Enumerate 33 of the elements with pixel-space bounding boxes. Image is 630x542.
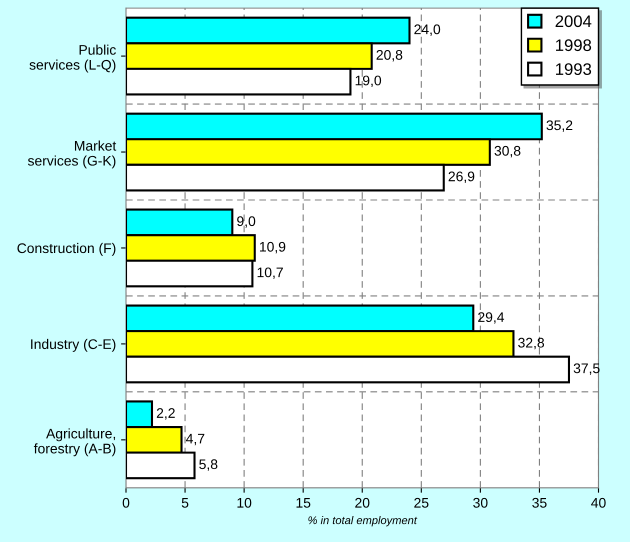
data-label: 24,0 (414, 24, 440, 36)
x-tick-label: 5 (182, 498, 188, 508)
y-tick-label: Public services (L-Q) (29, 44, 116, 72)
legend-label: 2004 (556, 15, 592, 28)
data-label: 10,7 (258, 267, 283, 279)
x-tick-label: 30 (473, 498, 488, 508)
data-label: 19,0 (356, 76, 382, 88)
data-label: 20,8 (376, 50, 402, 62)
y-tick-label: Agriculture, forestry (A-B) (34, 428, 116, 456)
y-tick-label: Construction (F) (17, 242, 116, 256)
x-tick-label: 15 (296, 498, 310, 508)
legend-label: 1998 (556, 39, 592, 52)
x-axis-title: % in total employment (308, 516, 418, 526)
data-label: 26,9 (448, 172, 474, 183)
data-label: 5,8 (199, 459, 218, 471)
x-tick-label: 20 (355, 498, 370, 508)
data-label: 2,2 (156, 408, 175, 420)
data-label: 9,0 (237, 216, 256, 228)
y-tick-label: Industry (C-E) (31, 338, 116, 352)
data-label: 10,9 (260, 242, 286, 254)
data-label: 35,2 (546, 120, 572, 132)
x-tick-label: 0 (122, 498, 130, 508)
data-label: 29,4 (478, 312, 504, 324)
data-label: 4,7 (186, 434, 204, 446)
x-tick-label: 40 (591, 498, 606, 508)
x-tick-label: 35 (532, 498, 547, 508)
y-tick-label: Market services (G-K) (28, 140, 116, 168)
data-label: 32,8 (518, 338, 544, 350)
x-tick-label: 25 (414, 498, 428, 508)
data-label: 37,5 (574, 363, 600, 375)
x-tick-label: 10 (237, 498, 252, 508)
data-label: 30,8 (494, 146, 520, 158)
legend-label: 1993 (556, 63, 592, 76)
